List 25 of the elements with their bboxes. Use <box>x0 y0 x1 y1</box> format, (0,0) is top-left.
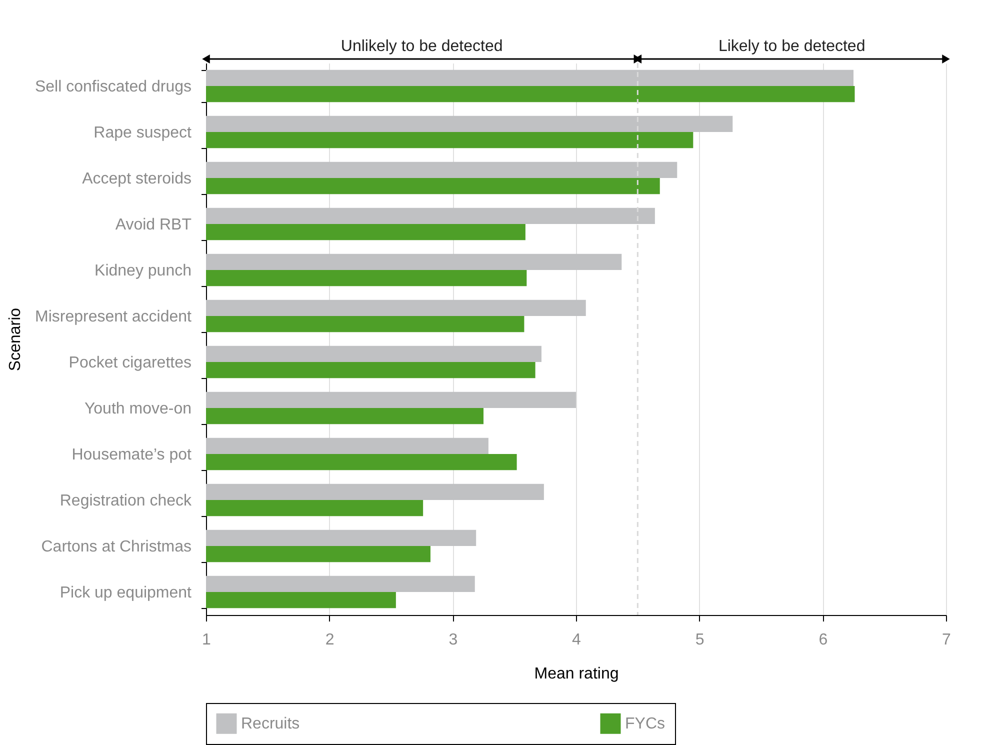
y-tick-label: Avoid RBT <box>115 216 192 234</box>
y-axis-title: Scenario <box>6 308 24 372</box>
x-tick-label: 6 <box>818 632 828 648</box>
y-tick-label: Cartons at Christmas <box>41 538 192 556</box>
y-tick-label: Pocket cigarettes <box>68 354 192 372</box>
y-tick-label: Pick up equipment <box>60 584 192 602</box>
y-tick-label: Misrepresent accident <box>34 308 192 326</box>
x-tick-label: 5 <box>695 632 704 648</box>
y-tick-label: Registration check <box>60 492 192 510</box>
text: Likely to be detected <box>718 38 866 55</box>
x-tick-label: 2 <box>325 632 334 648</box>
legend-label: Recruits <box>241 716 300 733</box>
x-tick-label: 1 <box>202 632 212 648</box>
y-tick-label: Rape suspect <box>94 124 192 142</box>
y-tick-label: Housemate’s pot <box>72 446 192 464</box>
x-tick-label: 4 <box>572 632 582 648</box>
x-tick-label: 3 <box>448 632 458 648</box>
x-axis-title: Mean rating <box>534 666 619 682</box>
x-tick-label: 7 <box>942 632 952 648</box>
y-tick-label: Kidney punch <box>94 262 192 280</box>
text: Unlikely to be detected <box>340 38 503 55</box>
y-tick-label: Accept steroids <box>82 170 192 188</box>
legend-label: FYCs <box>625 716 665 733</box>
y-tick-label: Sell confiscated drugs <box>34 78 192 96</box>
y-tick-label: Youth move-on <box>84 400 192 418</box>
